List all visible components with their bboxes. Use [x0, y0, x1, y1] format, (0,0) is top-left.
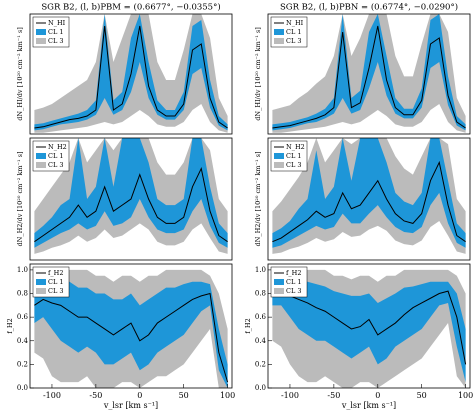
y-axis-label: f_H2: [244, 318, 252, 333]
plot-area: [34, 269, 229, 388]
axes-frame: [267, 137, 471, 261]
y-tick-label: 0.8: [17, 290, 28, 298]
legend-swatch: [274, 279, 284, 285]
legend-swatch: [36, 162, 46, 168]
legend-label: f_H2: [48, 269, 63, 277]
y-axis-label: dN_HI/dv [10²⁰ cm⁻² km⁻¹ s]: [16, 27, 24, 121]
legend-label: CL 3: [48, 287, 64, 295]
legend-label: f_H2: [286, 269, 301, 277]
plot-area: [272, 269, 467, 388]
x-tick-label: -100: [43, 391, 61, 400]
legend-swatch: [274, 29, 284, 35]
legend-label: CL 3: [286, 161, 302, 169]
legend-swatch: [274, 288, 284, 294]
y-axis-label: dN_HI/dv [10²⁰ cm⁻² km⁻¹ s]: [254, 27, 262, 121]
legend-label: CL 1: [286, 152, 302, 160]
legend-swatch: [36, 29, 46, 35]
legend-label: N_H2: [48, 143, 67, 151]
legend-swatch: [36, 279, 46, 285]
legend-swatch: [274, 153, 284, 159]
y-tick-label: 0.2: [17, 360, 28, 368]
x-tick-label: 0: [375, 391, 380, 400]
legend-label: CL 3: [48, 37, 64, 45]
y-tick-label: 0.6: [17, 313, 29, 321]
y-tick-label: 0.2: [255, 360, 266, 368]
y-tick-label: 0.4: [17, 337, 29, 345]
x-tick-label: -50: [89, 391, 102, 400]
x-tick-label: 50: [417, 391, 427, 400]
y-axis-label: dN_H2/dv [10²⁰ cm⁻² km⁻¹ s]: [16, 151, 24, 246]
data-line: [34, 292, 229, 383]
x-tick-label: 50: [179, 391, 189, 400]
data-line: [34, 166, 228, 243]
x-tick-label: 100: [458, 391, 473, 400]
legend-label: CL 1: [48, 278, 64, 286]
legend-swatch: [274, 162, 284, 168]
x-axis-label: v_lsr [km s⁻¹]: [103, 401, 158, 410]
y-tick-label: 0.0: [17, 384, 28, 392]
x-tick-label: 100: [220, 391, 235, 400]
y-tick-label: 1.0: [17, 266, 28, 274]
axes-frame: [29, 13, 233, 135]
legend-swatch: [36, 153, 46, 159]
legend-label: CL 1: [286, 28, 302, 36]
y-axis-label: dN_H2/dv [10²⁰ cm⁻² km⁻¹ s]: [254, 151, 262, 246]
axes-frame: [267, 263, 471, 389]
legend-label: CL 3: [286, 37, 302, 45]
legend-label: CL 1: [48, 28, 64, 36]
x-axis-label: v_lsr [km s⁻¹]: [341, 401, 396, 410]
data-line: [34, 25, 228, 129]
plot-area: [272, 138, 466, 254]
panel-title: SGR B2, (l, b)PBM = (0.6677°, −0.0355°): [41, 2, 220, 13]
x-tick-label: -50: [327, 391, 340, 400]
legend-label: N_H2: [286, 143, 305, 151]
legend-swatch: [274, 38, 284, 44]
legend-label: CL 3: [286, 287, 302, 295]
legend-swatch: [36, 38, 46, 44]
x-tick-label: -100: [281, 391, 299, 400]
legend-swatch: [36, 288, 46, 294]
axes-frame: [267, 13, 471, 135]
y-tick-label: 0.8: [255, 290, 266, 298]
y-tick-label: 1.0: [255, 266, 266, 274]
data-line: [272, 160, 466, 243]
y-tick-label: 0.4: [255, 337, 267, 345]
y-tick-label: 0.0: [255, 384, 266, 392]
plot-area: [272, 14, 466, 133]
plot-area: [34, 138, 228, 254]
data-line: [272, 25, 466, 129]
plot-area: [34, 14, 228, 133]
axes-frame: [29, 137, 233, 261]
y-tick-label: 0.6: [255, 313, 267, 321]
legend-label: CL 1: [48, 152, 64, 160]
x-tick-label: 0: [137, 391, 142, 400]
data-line: [272, 290, 467, 365]
y-axis-label: f_H2: [6, 318, 14, 333]
legend-label: CL 3: [48, 161, 64, 169]
confidence-band: [272, 14, 466, 131]
legend-label: CL 1: [286, 278, 302, 286]
legend-label: N_HI: [286, 19, 304, 27]
panel-title: SGR B2, (l, b)PBN = (0.6774°, −0.0290°): [280, 2, 458, 13]
axes-frame: [29, 263, 233, 389]
legend-label: N_HI: [48, 19, 66, 27]
